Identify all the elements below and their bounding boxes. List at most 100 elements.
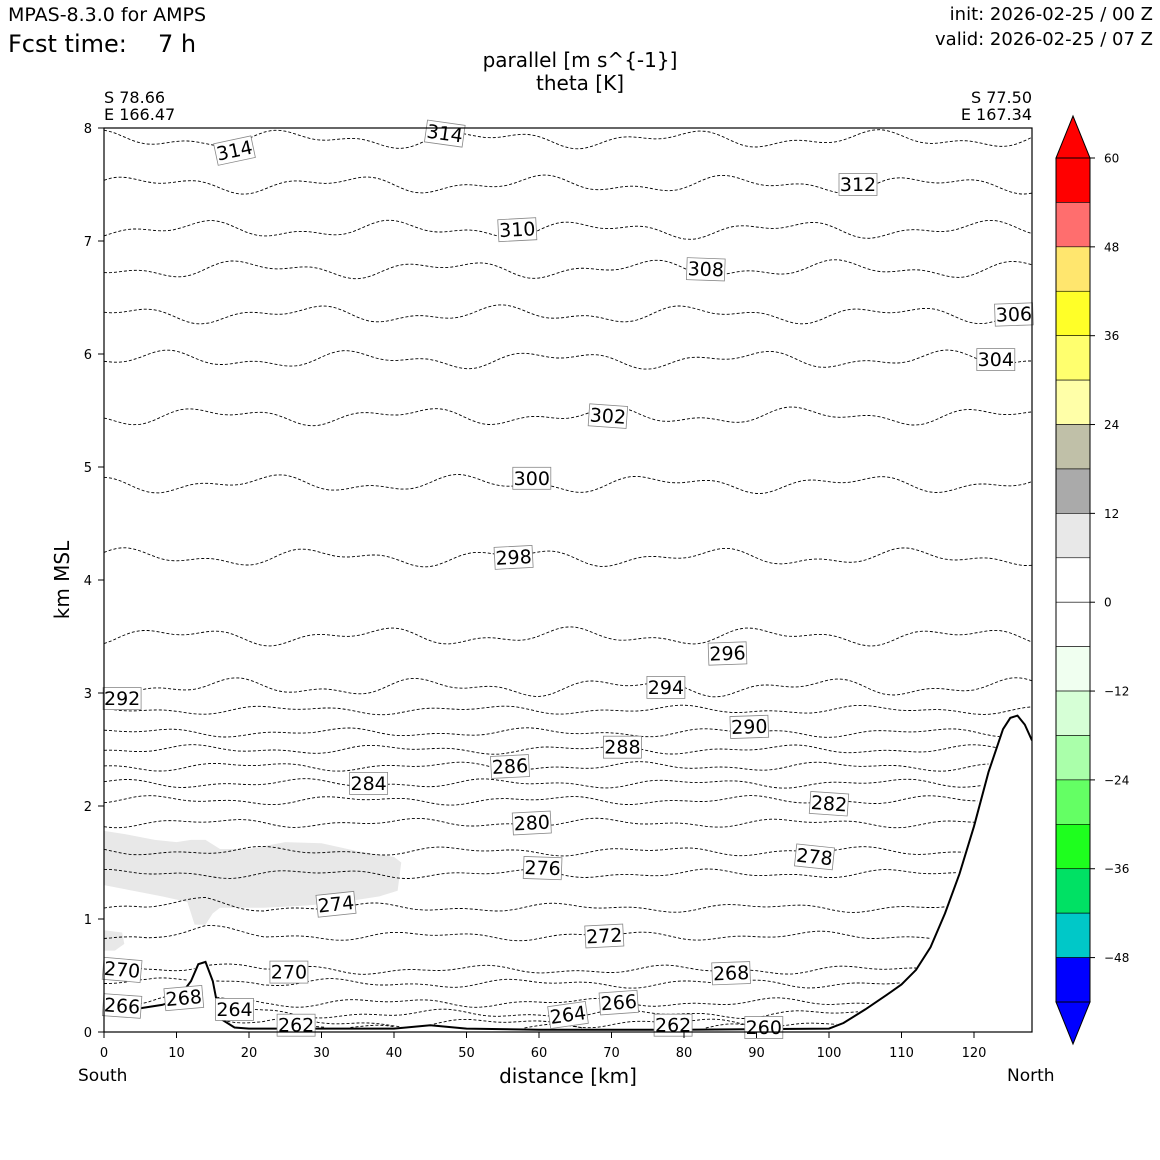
x-tick-label: 100 [817, 1046, 842, 1061]
theta-contour-300 [104, 474, 1032, 494]
y-tick-label: 7 [84, 235, 92, 250]
colorbar-segment [1055, 290, 1091, 336]
contour-label-text: 310 [499, 218, 536, 242]
contour-label-270: 270 [269, 960, 309, 984]
contour-label-text: 266 [103, 994, 141, 1018]
contour-label-308: 308 [686, 257, 726, 281]
contour-label-text: 300 [514, 468, 550, 490]
colorbar-segment [1055, 513, 1091, 559]
south-endpoint-label: South [78, 1066, 128, 1086]
colorbar-frame [1055, 157, 1091, 1003]
x-tick-label: 70 [603, 1046, 620, 1061]
contour-label-306: 306 [994, 302, 1034, 327]
contour-label-314: 314 [213, 135, 256, 166]
contour-label-text: 306 [995, 303, 1032, 326]
chart-title: parallel [m s^{-1}] [482, 48, 678, 72]
y-tick-label: 8 [84, 122, 92, 137]
init-time: init: 2026-02-25 / 00 Z [949, 4, 1153, 25]
contour-label-text: 286 [491, 755, 528, 779]
valid-time: valid: 2026-02-25 / 07 Z [935, 29, 1153, 50]
start-latitude: S 78.66 [104, 88, 166, 107]
end-longitude: E 167.34 [960, 105, 1032, 124]
x-tick-label: 30 [313, 1046, 330, 1061]
y-tick-label: 1 [84, 913, 92, 928]
terrain-outline [104, 714, 1032, 1031]
start-longitude: E 166.47 [104, 105, 176, 124]
theta-contour-286 [104, 761, 989, 772]
weak-positive-spot [104, 930, 125, 951]
model-name: MPAS-8.3.0 for AMPS [8, 4, 207, 26]
contour-label-260: 260 [744, 1016, 784, 1039]
colorbar-segment [1055, 957, 1091, 1003]
contour-label-text: 274 [317, 892, 355, 918]
contour-label-text: 314 [425, 121, 464, 148]
contour-label-text: 298 [495, 546, 532, 570]
colorbar-segment [1055, 202, 1091, 248]
colorbar: 60 48 36 24 12 0 −12 −24 −36 −48 [1055, 114, 1129, 1046]
y-axis-label: km MSL [50, 540, 74, 619]
contour-label-304: 304 [976, 348, 1016, 371]
contour-label-290: 290 [729, 714, 770, 739]
colorbar-tick-label: −12 [1104, 685, 1129, 699]
contour-label-text: 270 [271, 962, 307, 984]
contour-label-274: 274 [315, 890, 357, 918]
colorbar-tick-label: −24 [1104, 773, 1129, 787]
colorbar-segment [1055, 379, 1091, 425]
colorbar-tick-label: 24 [1104, 418, 1119, 432]
theta-contour-296 [104, 626, 1032, 647]
x-tick-label: 40 [386, 1046, 403, 1061]
forecast-time-label: Fcst time: [8, 30, 127, 58]
colorbar-segment [1055, 868, 1091, 914]
theta-contour-288 [104, 744, 996, 755]
x-tick-label: 20 [241, 1046, 258, 1061]
contour-label-288: 288 [603, 735, 642, 759]
y-tick-label: 3 [84, 687, 92, 702]
colorbar-segment [1055, 646, 1091, 692]
contour-label-text: 294 [648, 677, 684, 699]
contour-label-300: 300 [512, 466, 552, 490]
contour-label-text: 302 [589, 404, 627, 428]
colorbar-segment [1055, 557, 1091, 603]
contour-label-text: 270 [103, 958, 141, 983]
x-tick-label: 110 [889, 1046, 914, 1061]
contour-label-278: 278 [794, 843, 835, 871]
contour-label-262: 262 [653, 1013, 693, 1037]
theta-contour-268 [104, 977, 902, 989]
x-tick-label: 60 [531, 1046, 548, 1061]
contour-label-text: 282 [810, 792, 848, 816]
contour-label-266: 266 [598, 989, 639, 1015]
colorbar-segment [1055, 690, 1091, 736]
theta-contour-304 [104, 349, 1032, 370]
x-tick-label: 10 [168, 1046, 185, 1061]
colorbar-tick-label: −36 [1104, 862, 1129, 876]
x-tick-label: 90 [748, 1046, 765, 1061]
contour-label-text: 262 [655, 1015, 691, 1037]
contour-label-text: 312 [840, 174, 876, 196]
x-tick-label: 120 [962, 1046, 987, 1061]
colorbar-tick-label: 60 [1104, 152, 1119, 166]
contour-label-280: 280 [511, 810, 552, 835]
contour-label-text: 268 [165, 986, 203, 1011]
y-tick-label: 0 [84, 1026, 92, 1041]
contour-label-310: 310 [497, 217, 538, 242]
contour-label-282: 282 [808, 790, 850, 816]
contour-label-286: 286 [490, 754, 530, 779]
theta-contour-314 [104, 129, 1032, 150]
contour-label-text: 278 [795, 845, 833, 871]
colorbar-segment [1055, 335, 1091, 381]
wind-shading-layer [104, 830, 402, 951]
colorbar-extend-min [1055, 1001, 1091, 1046]
contour-label-272: 272 [584, 923, 625, 948]
contour-label-312: 312 [838, 173, 878, 196]
contour-label-296: 296 [707, 641, 748, 666]
colorbar-segment [1055, 601, 1091, 647]
contour-label-text: 268 [713, 962, 750, 985]
contour-label-text: 264 [216, 999, 252, 1021]
colorbar-tick-label: 36 [1104, 329, 1119, 343]
contour-label-268: 268 [163, 985, 205, 1012]
theta-contour-282 [104, 795, 978, 806]
theta-contour-310 [104, 219, 1032, 240]
contour-label-270: 270 [101, 956, 143, 983]
contour-label-294: 294 [646, 676, 686, 699]
contour-label-text: 292 [104, 688, 140, 710]
